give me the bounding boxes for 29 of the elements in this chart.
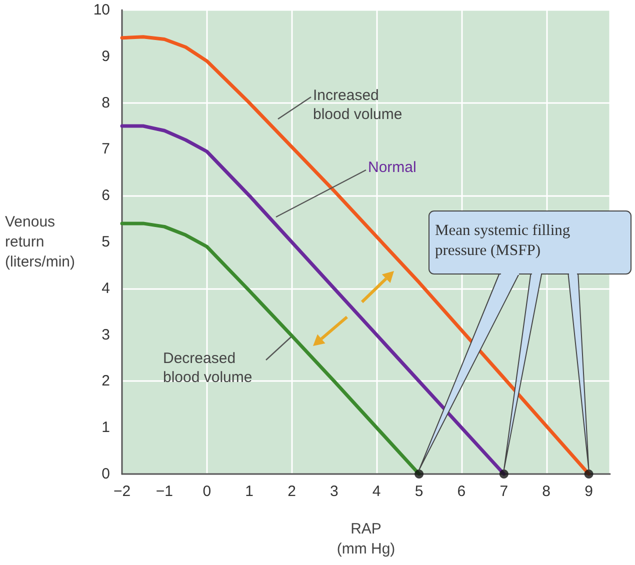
x-tick-label: 3 (330, 483, 338, 500)
x-axis-title: RAP (mm Hg) (336, 520, 396, 558)
x-tick-label: 4 (372, 483, 381, 500)
x-tick-label: 1 (245, 483, 254, 500)
y-axis-title: Venous return (liters/min) (5, 214, 75, 270)
y-tick-label: 10 (93, 2, 110, 18)
y-tick-label: 2 (102, 372, 110, 390)
y-tick-label: 4 (102, 280, 110, 297)
x-tick-label: −2 (113, 483, 131, 500)
annotation: Mean systemic filling pressure (MSFP) (435, 221, 572, 261)
x-tick-label: 5 (414, 483, 424, 500)
y-tick-label: 3 (102, 326, 110, 344)
x-tick-label: 8 (542, 483, 551, 500)
y-tick-label: 1 (102, 419, 110, 436)
text: Increased blood volume (313, 86, 404, 124)
x-tick-label: 9 (584, 483, 593, 500)
text: Normal (368, 158, 418, 177)
y-tick-label: 5 (102, 234, 110, 250)
y-tick-label: 6 (102, 187, 110, 204)
y-tick-label: 0 (102, 466, 110, 482)
y-tick-label: 8 (102, 94, 110, 112)
text: Decreased blood volume (163, 349, 254, 387)
y-tick-label: 7 (102, 140, 110, 158)
x-tick-label: 0 (202, 483, 212, 500)
x-tick-label: −1 (156, 483, 173, 500)
y-tick-label: 9 (102, 48, 110, 65)
x-tick-label: 7 (500, 483, 508, 500)
x-tick-label: 6 (457, 483, 466, 500)
x-tick-label: 2 (288, 483, 296, 500)
